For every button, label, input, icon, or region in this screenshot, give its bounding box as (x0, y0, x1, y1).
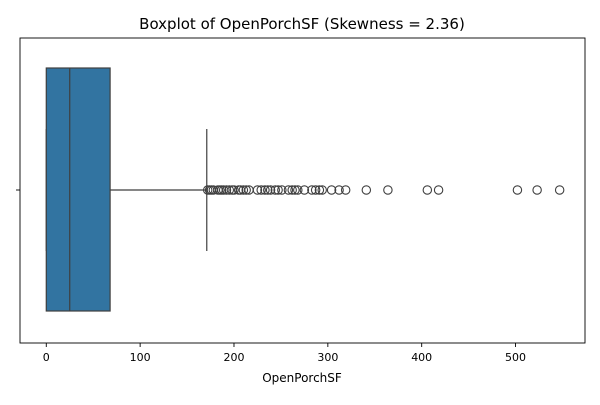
outlier-point (307, 185, 317, 195)
outlier-point (299, 185, 310, 195)
plot-area (45, 67, 565, 312)
outlier-point (310, 185, 321, 195)
outlier-point (263, 185, 273, 195)
outlier-point (433, 185, 444, 195)
outlier-point (256, 185, 266, 195)
outlier-point (290, 185, 300, 195)
chart-title: Boxplot of OpenPorchSF (Skewness = 2.36) (139, 15, 465, 33)
x-tick-label: 300 (317, 351, 338, 364)
outlier-point (260, 185, 270, 195)
outlier-point (252, 185, 263, 195)
outlier-point (277, 185, 287, 195)
outlier-point (270, 185, 281, 195)
outlier-point (273, 185, 283, 195)
outlier-point (283, 185, 294, 195)
outlier-point (554, 185, 565, 195)
x-axis: 0 100 200 300 400 500 (43, 343, 526, 364)
x-tick-label: 0 (43, 351, 50, 364)
outlier-point (383, 185, 393, 195)
outlier-points (202, 185, 565, 195)
x-tick-label: 500 (505, 351, 526, 364)
outlier-point (314, 185, 325, 195)
outlier-point (224, 185, 235, 195)
outlier-point (334, 185, 344, 195)
outlier-point (326, 185, 337, 195)
outlier-point (532, 185, 542, 195)
axes-frame (19, 37, 586, 344)
outlier-point (361, 185, 372, 195)
x-tick-label: 100 (130, 351, 151, 364)
outlier-point (340, 185, 351, 195)
outlier-point (221, 185, 232, 195)
x-tick-label: 200 (223, 351, 244, 364)
outlier-point (512, 185, 523, 195)
outlier-point (265, 185, 276, 195)
outlier-point (241, 185, 251, 195)
outlier-point (287, 185, 297, 195)
outlier-point (317, 185, 327, 195)
outlier-point (293, 185, 303, 195)
outlier-point (422, 185, 433, 195)
outlier-point (229, 185, 239, 195)
outlier-point (238, 185, 249, 195)
x-tick-label: 400 (411, 351, 432, 364)
iqr-box (45, 67, 111, 312)
x-axis-label: OpenPorchSF (262, 371, 342, 385)
